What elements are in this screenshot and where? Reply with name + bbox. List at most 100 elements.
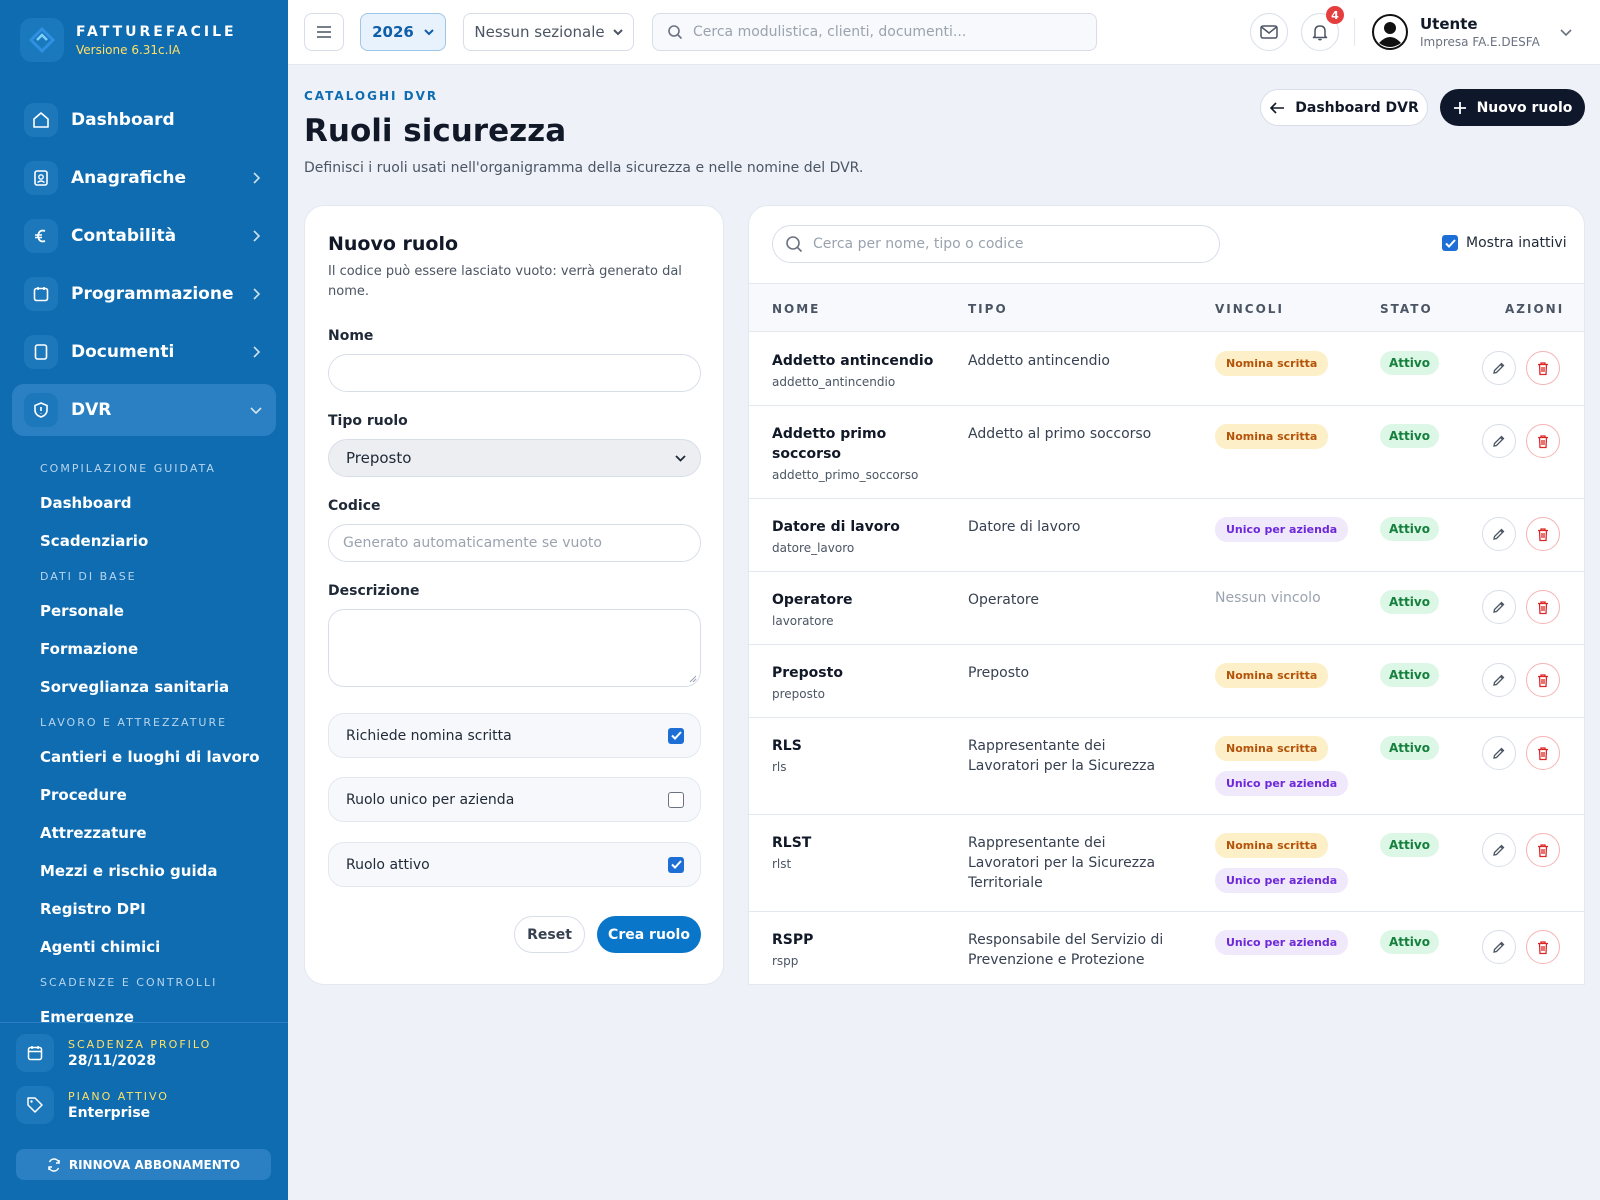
edit-button[interactable] [1482, 736, 1516, 770]
chevron-right-icon [253, 172, 261, 184]
nav-label: Programmazione [71, 284, 234, 304]
global-search-input[interactable]: Cerca modulistica, clienti, documenti... [652, 13, 1097, 51]
sub-item-formazione[interactable]: Formazione [40, 640, 139, 658]
nav-item-dvr[interactable]: DVR [12, 384, 276, 436]
year-select[interactable]: 2026 [360, 13, 446, 51]
column-header-constraints[interactable]: VINCOLI [1215, 302, 1284, 316]
delete-button[interactable] [1526, 590, 1560, 624]
code-input[interactable]: Generato automaticamente se vuoto [328, 524, 701, 562]
table-row[interactable]: RLS rls Rappresentante dei Lavoratori per… [749, 718, 1584, 815]
table-row[interactable]: RLST rlst Rappresentante dei Lavoratori p… [749, 815, 1584, 912]
sub-item-registro-dpi[interactable]: Registro DPI [40, 900, 146, 918]
status-badge: Attivo [1380, 517, 1439, 541]
sub-item-sorveglianza[interactable]: Sorveglianza sanitaria [40, 678, 230, 696]
create-role-button[interactable]: Crea ruolo [597, 916, 701, 953]
section-heading: LAVORO E ATTREZZATURE [40, 716, 228, 729]
unique-role-checkbox[interactable]: Ruolo unico per azienda [328, 777, 701, 822]
show-inactive-label: Mostra inattivi [1466, 235, 1567, 251]
role-name-text: Preposto [772, 665, 843, 681]
table-search-input[interactable]: Cerca per nome, tipo o codice [772, 225, 1220, 263]
sub-item-dashboard[interactable]: Dashboard [40, 494, 132, 512]
edit-button[interactable] [1482, 351, 1516, 385]
role-status: Attivo [1380, 663, 1439, 687]
sub-item-personale[interactable]: Personale [40, 602, 124, 620]
page-description: Definisci i ruoli usati nell'organigramm… [304, 160, 864, 176]
nav-item-documenti[interactable]: Documenti [12, 326, 276, 378]
delete-button[interactable] [1526, 424, 1560, 458]
edit-button[interactable] [1482, 517, 1516, 551]
chevron-down-icon[interactable] [1558, 24, 1574, 40]
menu-toggle-button[interactable] [304, 13, 344, 51]
delete-button[interactable] [1526, 930, 1560, 964]
sub-item-emergenze[interactable]: Emergenze [40, 1008, 134, 1022]
badge-nomina-scritta: Nomina scritta [1215, 351, 1329, 376]
edit-button[interactable] [1482, 424, 1516, 458]
sezionale-select[interactable]: Nessun sezionale [463, 13, 634, 51]
show-inactive-toggle[interactable]: Mostra inattivi [1442, 235, 1567, 251]
table-row[interactable]: Operatore lavoratore Operatore Nessun vin… [749, 572, 1584, 645]
edit-button[interactable] [1482, 590, 1516, 624]
delete-button[interactable] [1526, 517, 1560, 551]
nav-item-anagrafiche[interactable]: Anagrafiche [12, 152, 276, 204]
new-role-button[interactable]: Nuovo ruolo [1440, 89, 1585, 126]
sub-item-procedure[interactable]: Procedure [40, 786, 127, 804]
topbar: 2026 Nessun sezionale Cerca modulistica,… [288, 0, 1600, 65]
role-status: Attivo [1380, 517, 1439, 541]
role-code: addetto_primo_soccorso [772, 468, 919, 482]
table-row[interactable]: Datore di lavoro datore_lavoro Datore di … [749, 499, 1584, 572]
plan-value: Enterprise [68, 1104, 151, 1121]
resize-handle-icon[interactable] [689, 675, 697, 683]
brand[interactable]: FATTUREFACILE Versione 6.31c.IA [20, 18, 237, 62]
messages-button[interactable] [1250, 13, 1288, 51]
column-header-type[interactable]: TIPO [968, 302, 1008, 316]
column-header-name[interactable]: NOME [772, 302, 821, 316]
nav-item-contabilita[interactable]: Contabilità [12, 210, 276, 262]
dashboard-dvr-button[interactable]: Dashboard DVR [1260, 89, 1428, 126]
nav-item-programmazione[interactable]: Programmazione [12, 268, 276, 320]
checkbox-checked[interactable] [668, 727, 684, 744]
nav-item-dashboard[interactable]: Dashboard [12, 94, 276, 146]
sub-item-agenti-chimici[interactable]: Agenti chimici [40, 938, 161, 956]
active-role-checkbox[interactable]: Ruolo attivo [328, 842, 701, 887]
role-type-select[interactable]: Preposto [328, 439, 701, 477]
delete-button[interactable] [1526, 351, 1560, 385]
edit-button[interactable] [1482, 833, 1516, 867]
table-row[interactable]: Addetto primo soccorso addetto_primo_socc… [749, 406, 1584, 499]
description-textarea[interactable] [328, 609, 701, 687]
nav-label: Dashboard [71, 110, 175, 130]
table-row[interactable]: Preposto preposto Preposto Nomina scritta… [749, 645, 1584, 718]
user-menu[interactable]: Utente Impresa FA.E.DESFA [1372, 14, 1540, 50]
checkbox-checked[interactable] [668, 856, 684, 873]
table-row[interactable]: RSPP rspp Responsabile del Servizio di Pr… [749, 912, 1584, 984]
sub-item-scadenziario[interactable]: Scadenziario [40, 532, 149, 550]
checkbox-unchecked[interactable] [668, 791, 684, 808]
name-input[interactable] [328, 354, 701, 392]
chevron-right-icon [253, 230, 261, 242]
delete-button[interactable] [1526, 663, 1560, 697]
trash-icon [1538, 600, 1548, 614]
role-name-text: RSPP [772, 932, 814, 948]
written-appointment-checkbox[interactable]: Richiede nomina scritta [328, 713, 701, 758]
delete-button[interactable] [1526, 736, 1560, 770]
notifications-button[interactable]: 4 [1301, 6, 1344, 51]
edit-button[interactable] [1482, 663, 1516, 697]
delete-button[interactable] [1526, 833, 1560, 867]
reset-button[interactable]: Reset [514, 916, 585, 953]
edit-button[interactable] [1482, 930, 1516, 964]
sub-item-attrezzature[interactable]: Attrezzature [40, 824, 147, 842]
mail-icon [1260, 25, 1278, 39]
hamburger-icon [317, 26, 331, 38]
search-icon [786, 236, 803, 253]
sub-item-cantieri[interactable]: Cantieri e luoghi di lavoro [40, 748, 260, 766]
nav-label: Anagrafiche [71, 168, 187, 188]
status-badge: Attivo [1380, 424, 1439, 448]
section-heading: SCADENZE E CONTROLLI [40, 976, 218, 989]
role-constraints: Nomina scritta Unico per azienda [1215, 736, 1349, 806]
checkbox-checked[interactable] [1442, 235, 1458, 251]
sub-item-mezzi[interactable]: Mezzi e rischio guida [40, 862, 218, 880]
role-constraints: Nomina scritta [1215, 663, 1329, 698]
renew-subscription-button[interactable]: RINNOVA ABBONAMENTO [16, 1149, 271, 1180]
table-row[interactable]: Addetto antincendio addetto_antincendio A… [749, 333, 1584, 406]
role-constraints: Nessun vincolo [1215, 590, 1321, 606]
role-name: RLST rlst [772, 833, 942, 873]
